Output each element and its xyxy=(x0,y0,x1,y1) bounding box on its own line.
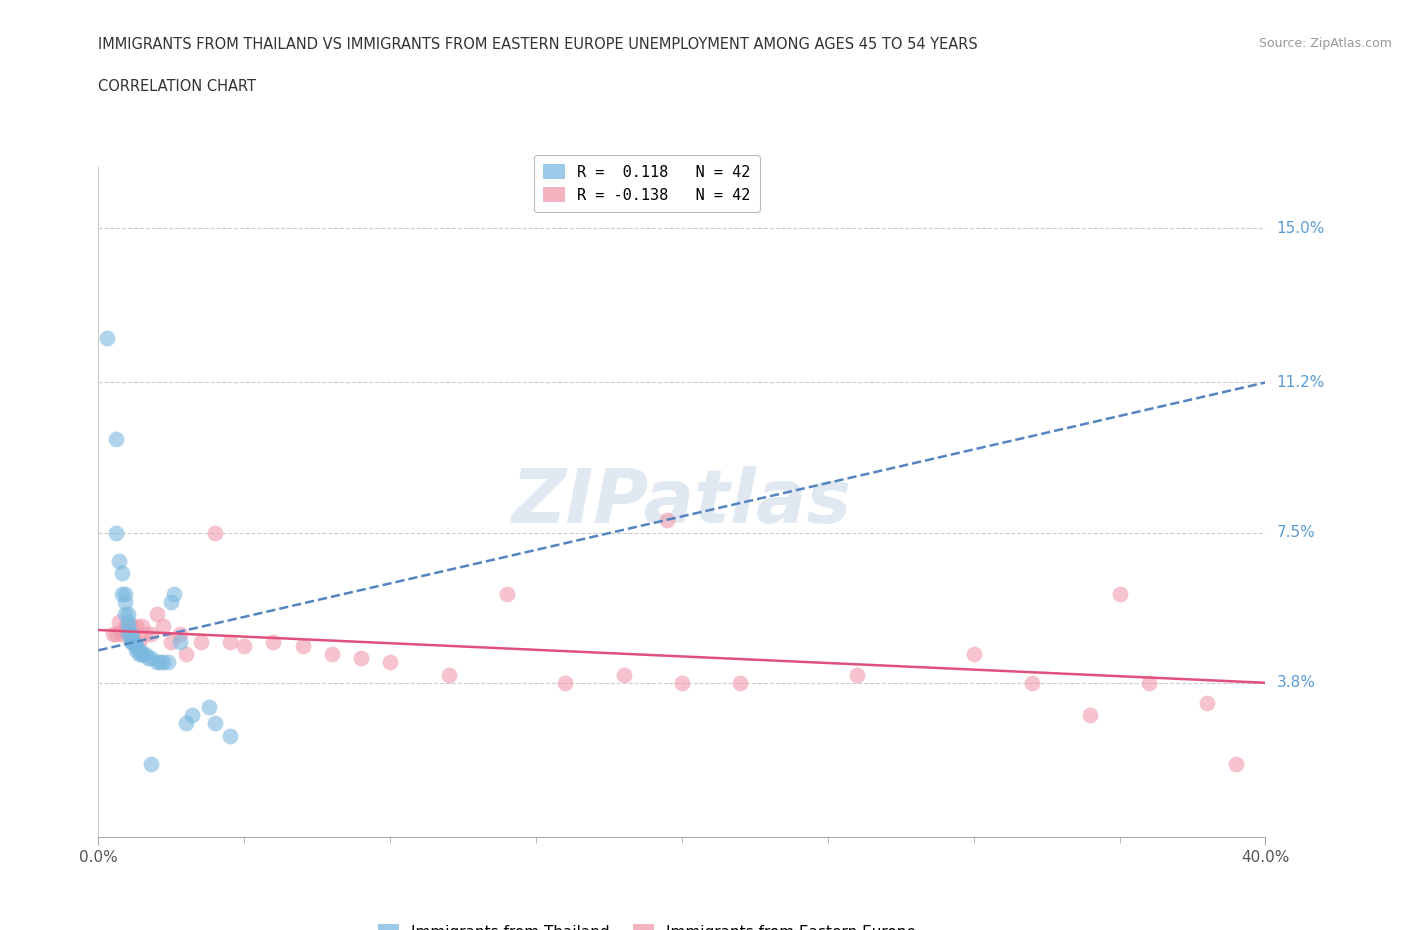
Point xyxy=(128,643,150,658)
Point xyxy=(122,635,145,650)
Point xyxy=(657,513,679,528)
Point xyxy=(131,647,153,662)
Point xyxy=(671,675,693,690)
Point xyxy=(136,651,159,666)
Point xyxy=(134,647,156,662)
Point xyxy=(101,627,124,642)
Point xyxy=(157,655,180,670)
Point xyxy=(204,525,226,540)
Text: 11.2%: 11.2% xyxy=(1277,375,1324,390)
Point xyxy=(146,655,169,670)
Point xyxy=(262,635,284,650)
Point xyxy=(120,635,142,650)
Point xyxy=(146,606,169,621)
Point xyxy=(108,553,131,568)
Point xyxy=(117,627,139,642)
Point xyxy=(554,675,576,690)
Point xyxy=(163,586,186,601)
Point xyxy=(139,756,162,771)
Point xyxy=(114,606,136,621)
Point xyxy=(104,627,127,642)
Point xyxy=(122,631,145,645)
Point xyxy=(128,635,150,650)
Point xyxy=(180,708,202,723)
Point xyxy=(190,635,212,650)
Point xyxy=(128,647,150,662)
Point xyxy=(125,639,148,654)
Point xyxy=(169,635,191,650)
Text: CORRELATION CHART: CORRELATION CHART xyxy=(98,79,256,94)
Text: 15.0%: 15.0% xyxy=(1277,220,1324,236)
Point xyxy=(152,618,174,633)
Point xyxy=(437,667,460,682)
Point xyxy=(1021,675,1043,690)
Point xyxy=(1195,696,1218,711)
Point xyxy=(131,618,153,633)
Legend: Immigrants from Thailand, Immigrants from Eastern Europe: Immigrants from Thailand, Immigrants fro… xyxy=(371,918,922,930)
Point xyxy=(198,699,221,714)
Point xyxy=(160,594,183,609)
Point xyxy=(495,586,517,601)
Text: Source: ZipAtlas.com: Source: ZipAtlas.com xyxy=(1258,37,1392,50)
Point xyxy=(321,647,343,662)
Text: 3.8%: 3.8% xyxy=(1277,675,1316,690)
Point xyxy=(117,615,139,630)
Point xyxy=(114,594,136,609)
Point xyxy=(125,643,148,658)
Point xyxy=(1080,708,1102,723)
Point xyxy=(96,330,118,345)
Text: IMMIGRANTS FROM THAILAND VS IMMIGRANTS FROM EASTERN EUROPE UNEMPLOYMENT AMONG AG: IMMIGRANTS FROM THAILAND VS IMMIGRANTS F… xyxy=(98,37,979,52)
Text: 7.5%: 7.5% xyxy=(1277,525,1315,540)
Point xyxy=(728,675,751,690)
Point xyxy=(962,647,984,662)
Point xyxy=(117,618,139,633)
Point xyxy=(1108,586,1130,601)
Point xyxy=(350,651,373,666)
Point xyxy=(120,627,142,642)
Point xyxy=(174,716,197,731)
Point xyxy=(233,639,256,654)
Point xyxy=(114,586,136,601)
Point xyxy=(120,618,142,633)
Point xyxy=(134,627,156,642)
Point xyxy=(149,655,172,670)
Point xyxy=(122,635,145,650)
Point xyxy=(125,639,148,654)
Point xyxy=(139,651,162,666)
Point xyxy=(117,627,139,642)
Point xyxy=(139,627,162,642)
Point xyxy=(120,627,142,642)
Point xyxy=(845,667,868,682)
Point xyxy=(122,635,145,650)
Point xyxy=(1137,675,1160,690)
Point xyxy=(125,618,148,633)
Point xyxy=(104,432,127,446)
Point xyxy=(111,565,134,580)
Point xyxy=(1225,756,1247,771)
Point xyxy=(111,586,134,601)
Text: ZIPatlas: ZIPatlas xyxy=(512,466,852,538)
Point xyxy=(204,716,226,731)
Point xyxy=(218,728,240,743)
Point xyxy=(114,618,136,633)
Point xyxy=(291,639,314,654)
Point xyxy=(104,525,127,540)
Point xyxy=(108,615,131,630)
Point xyxy=(160,635,183,650)
Point xyxy=(131,647,153,662)
Point xyxy=(111,627,134,642)
Point xyxy=(169,627,191,642)
Point xyxy=(174,647,197,662)
Point xyxy=(378,655,402,670)
Point xyxy=(218,635,240,650)
Point xyxy=(152,655,174,670)
Point xyxy=(117,606,139,621)
Point xyxy=(612,667,634,682)
